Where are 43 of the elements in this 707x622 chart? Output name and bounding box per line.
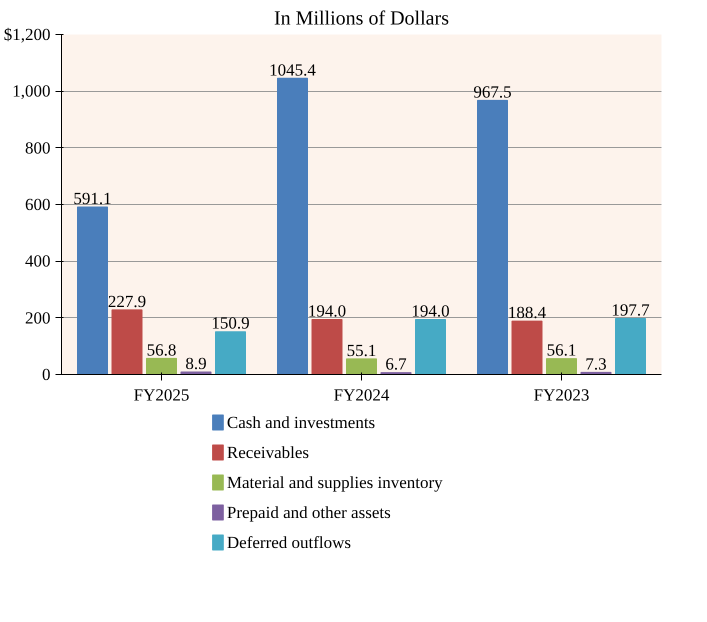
x-tick-label: FY2025 [134,386,190,404]
x-tick-label: FY2024 [334,386,390,404]
y-tick-label: 1,000 [12,82,50,101]
y-tick-label: 200 [25,308,50,328]
y-tick-label: 600 [25,195,50,214]
bar [546,358,577,374]
data-label: 197.7 [611,300,650,320]
bar [77,206,108,374]
y-tick-label: 800 [25,138,50,158]
bar [615,318,646,374]
y-tick-label: 0 [42,365,50,384]
y-tick-label: 400 [25,252,50,271]
data-label: 1045.4 [269,60,316,80]
legend-label: Receivables [226,443,310,462]
legend-label: Deferred outflows [226,533,352,552]
bar [277,78,308,374]
bar [112,309,142,374]
bar [477,100,508,374]
chart-title: In Millions of Dollars [274,8,450,30]
data-label: 150.9 [211,314,250,333]
data-label: 6.7 [385,354,408,374]
data-label: 194.0 [308,302,346,321]
bar [512,320,542,374]
legend-label: Material and supplies inventory [226,473,444,492]
data-label: 56.8 [146,340,176,360]
data-label: 8.9 [185,354,207,373]
legend-label: Prepaid and other assets [226,503,391,522]
data-label: 194.0 [411,302,450,321]
data-label: 967.5 [473,82,512,102]
data-label: 55.1 [346,340,376,360]
y-tick-label: $1,200 [4,25,50,44]
bar [415,319,446,374]
data-label: 188.4 [508,303,547,322]
bar [146,358,177,374]
data-label: 591.1 [73,189,112,208]
bar [215,331,246,374]
x-tick-label: FY2023 [534,386,590,404]
bar [346,358,377,374]
legend-label: Cash and investments [226,413,376,432]
data-label: 56.1 [546,340,576,360]
bar [312,319,342,374]
data-label: 7.3 [585,354,607,374]
data-label: 227.9 [108,292,146,311]
